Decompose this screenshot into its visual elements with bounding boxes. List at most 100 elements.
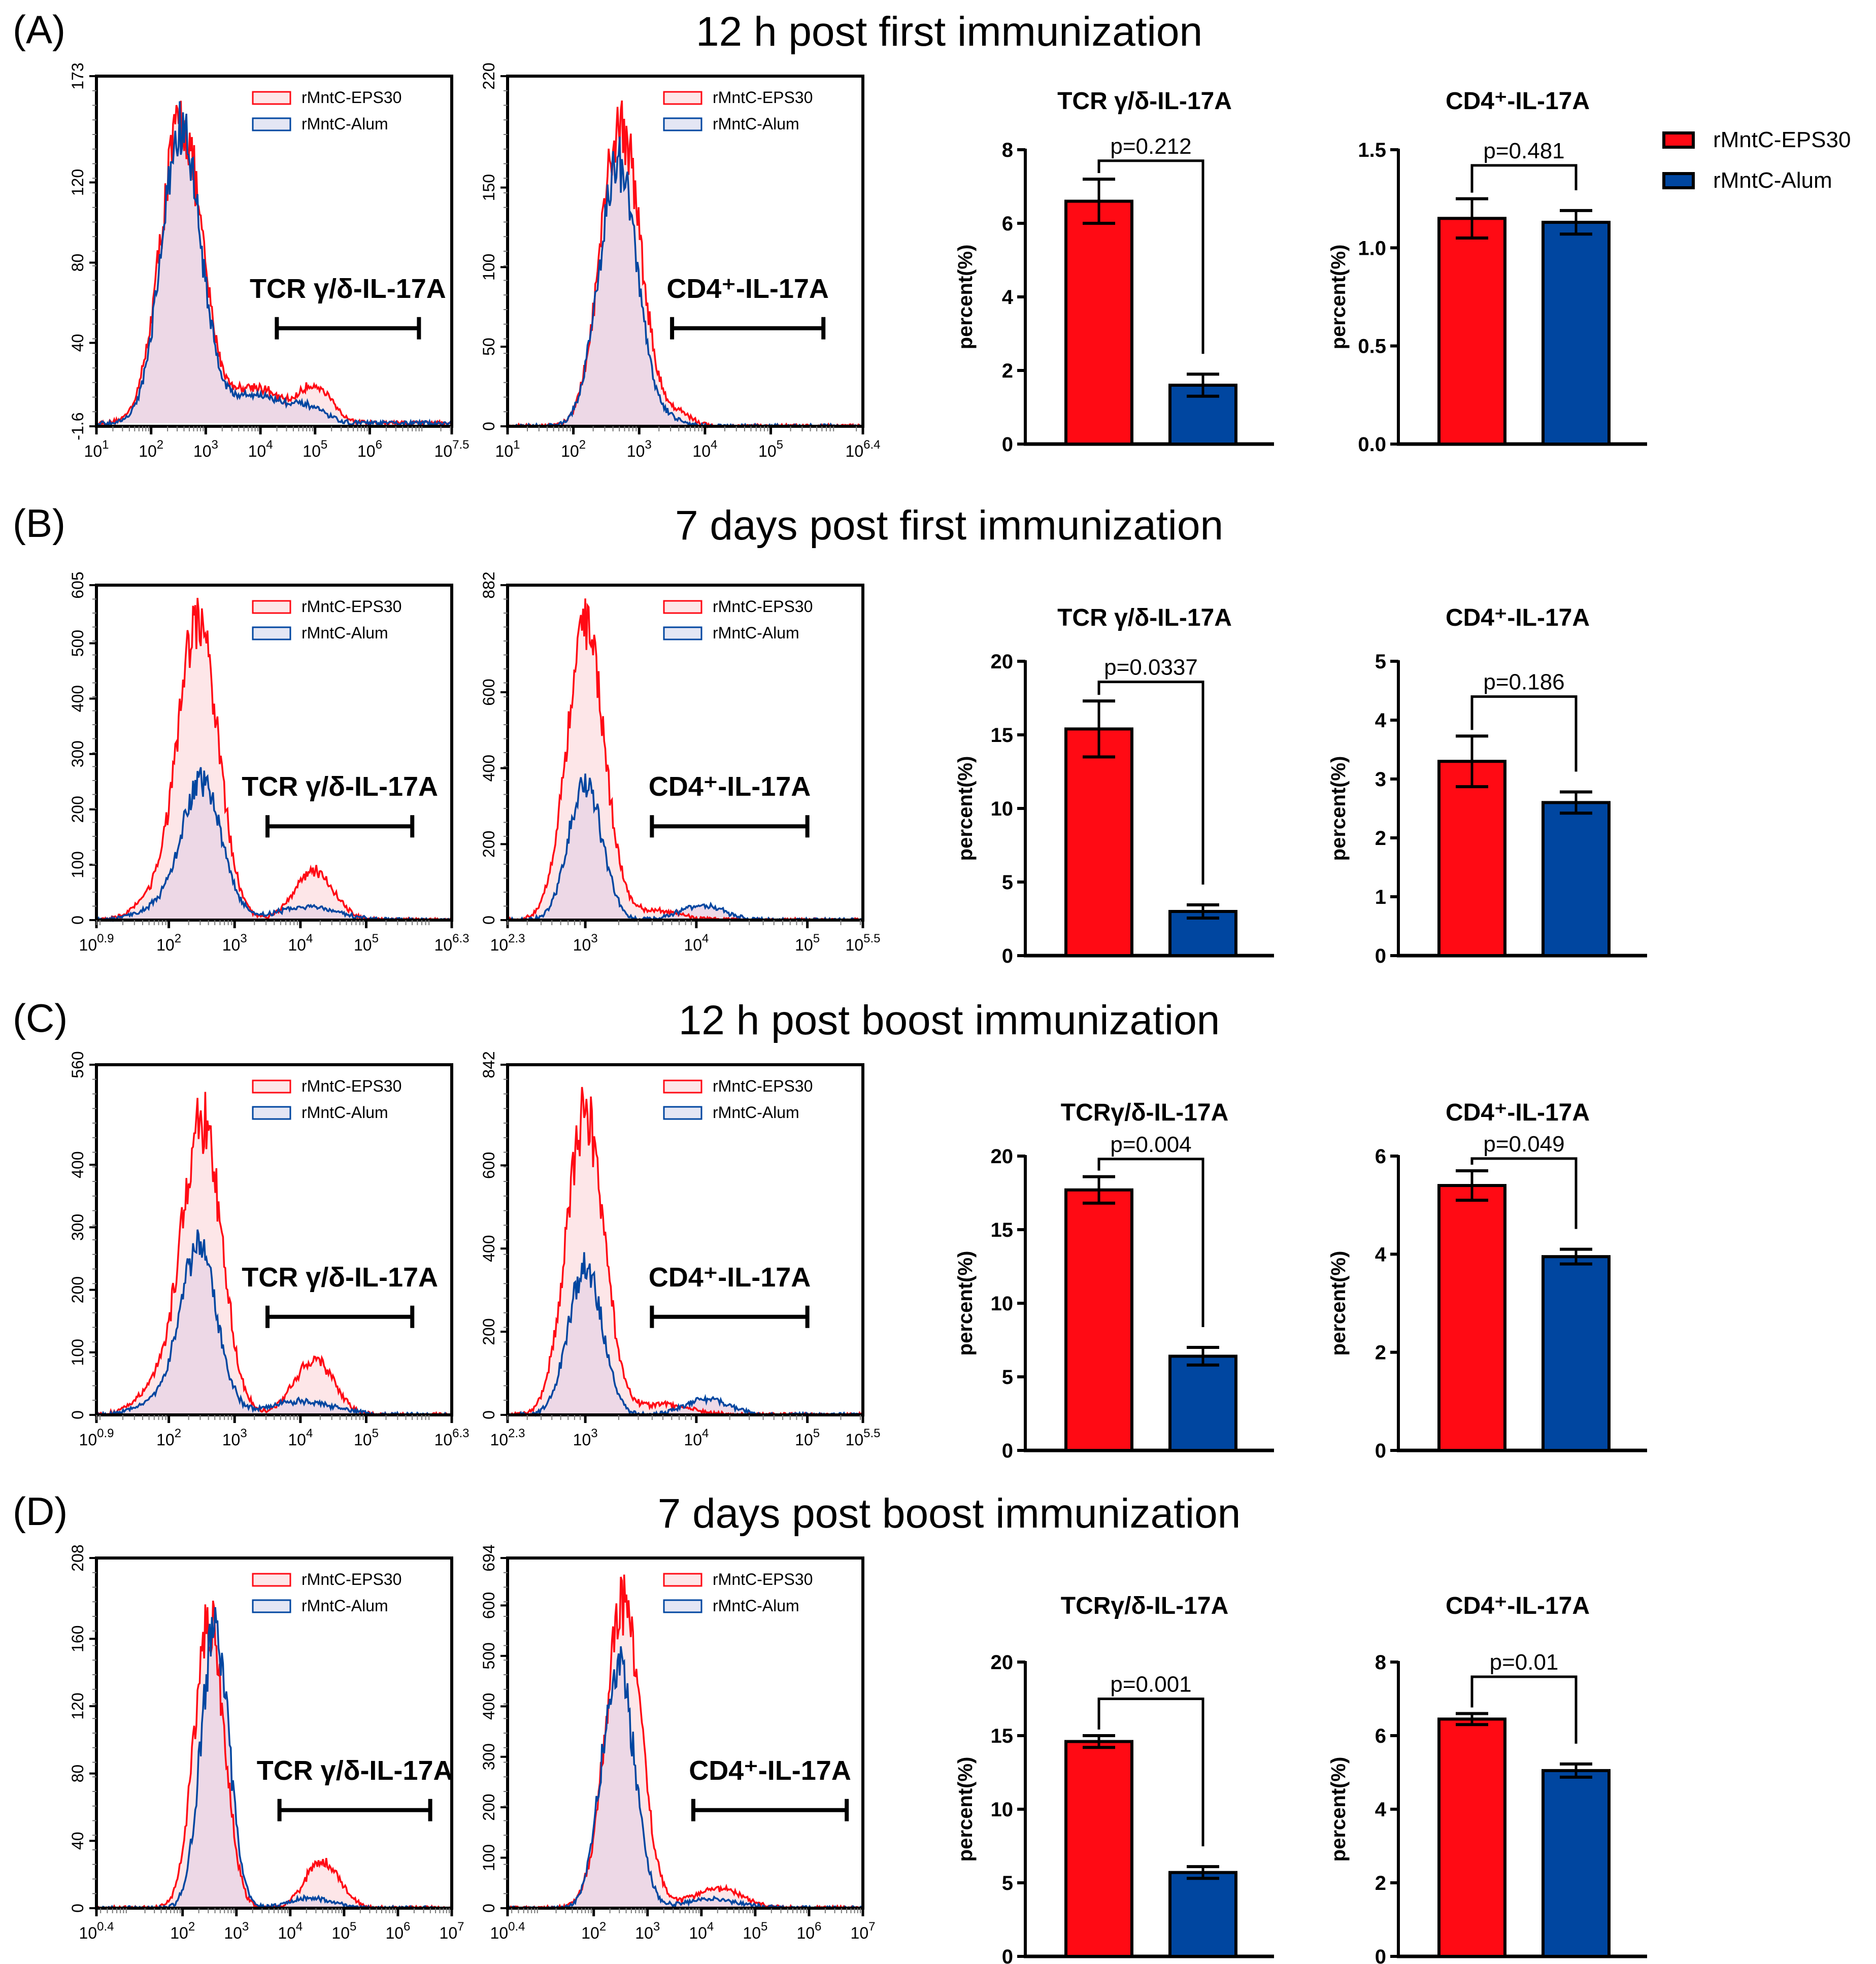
y-tick-label: 0.0	[1358, 433, 1386, 456]
x-tick-label: 102	[156, 1427, 181, 1449]
y-tick-label: 300	[480, 1743, 498, 1770]
p-value: p=0.01	[1490, 1650, 1559, 1675]
y-tick-label: 400	[480, 1693, 498, 1720]
gate-label: CD4⁺-IL-17A	[689, 1755, 851, 1786]
area-rmntc-alum	[508, 1252, 863, 1415]
histogram-cd4: 0 100 200 300 400 500 600 694 100.4 102 103 104 105 1…	[480, 1544, 875, 1942]
histogram-cd4: 0 50 100 150 220 101 102 103 104 105 106.4 rMntC-EP…	[480, 62, 880, 460]
line-rmntc-eps30	[96, 598, 453, 922]
y-tick-label: 882	[480, 571, 498, 598]
row-title: 7 days post boost immunization	[658, 1491, 1241, 1537]
y-tick-label: 200	[69, 1276, 87, 1303]
x-tick-label: 107	[440, 1920, 464, 1942]
x-tick-label: 105	[758, 438, 783, 460]
x-tick-label: 106	[357, 438, 382, 460]
y-tick-label: 8	[1375, 1651, 1386, 1674]
significance-bracket	[1097, 159, 1204, 354]
area-rmntc-alum	[508, 1646, 863, 1908]
significance-bracket	[1097, 681, 1204, 885]
y-tick-label: 400	[69, 1151, 87, 1178]
y-tick-label: 0	[480, 1410, 498, 1419]
legend-label: rMntC-EPS30	[713, 1077, 813, 1095]
p-value: p=0.481	[1483, 139, 1564, 163]
y-tick-label: 5	[1002, 1872, 1013, 1894]
y-tick-label: 4	[1375, 1243, 1387, 1266]
y-tick-label: 605	[69, 571, 87, 598]
p-value: p=0.186	[1483, 670, 1564, 695]
legend-label: rMntC-EPS30	[302, 597, 401, 616]
y-tick-label: 0	[480, 422, 498, 431]
y-tick-label: 1	[1375, 886, 1386, 908]
bar-chart-tcr: TCR γ/δ-IL-17A percent(%) 0 2 4 6 8 p=0.212	[954, 88, 1274, 456]
y-tick-label: 220	[480, 62, 498, 89]
gate-label: CD4⁺-IL-17A	[649, 1262, 811, 1293]
gate-label: TCR γ/δ-IL-17A	[250, 274, 446, 304]
row-title: 7 days post first immunization	[675, 502, 1223, 549]
bar-rmntc-eps30	[1064, 1740, 1133, 1958]
y-tick-label: 2	[1375, 827, 1386, 850]
x-tick-label: 102.3	[490, 1427, 525, 1449]
y-tick-label: 5	[1002, 871, 1013, 894]
y-tick-label: 200	[480, 831, 498, 858]
bar-rmntc-alum	[1542, 221, 1611, 446]
panel-label: (B)	[13, 501, 65, 546]
legend-swatch-rmntc-alum	[252, 1106, 291, 1120]
panel-d: (D) 7 days post boost immunization0408012…	[13, 1489, 1647, 1964]
legend: rMntC-EPS30 rMntC-Alum	[1662, 127, 1851, 193]
y-tick-label: 6	[1375, 1145, 1386, 1168]
y-tick-label: 5	[1002, 1366, 1013, 1389]
y-tick-label: 50	[480, 337, 498, 356]
area-rmntc-eps30	[96, 598, 452, 920]
y-tick-label: 6	[1375, 1725, 1386, 1747]
y-tick-label: 15	[991, 1219, 1014, 1241]
bar-rmntc-eps30	[1064, 199, 1133, 446]
y-tick-label: 40	[69, 1832, 87, 1850]
histogram-tcr: 0 100 200 300 400 560 100.9 102 103 104 105 106.3 rM…	[69, 1051, 469, 1449]
y-tick-label: 0	[1375, 1440, 1386, 1462]
panel-c: (C) 12 h post boost immunization010020030…	[13, 996, 1647, 1462]
legend-swatch-rmntc-eps30	[252, 91, 291, 105]
y-tick-label: 500	[480, 1642, 498, 1669]
y-tick-label: 2	[1375, 1872, 1386, 1894]
bar-chart-tcr: TCRγ/δ-IL-17A percent(%) 0 5 10 15 20 p=0.001	[954, 1593, 1274, 1964]
bar-title: CD4⁺-IL-17A	[1446, 1593, 1590, 1619]
bar-chart-tcr: TCR γ/δ-IL-17A percent(%) 0 5 10 15 20 p=0.0337	[954, 604, 1274, 967]
bar-rmntc-alum	[1168, 1871, 1237, 1958]
legend-swatch-rmntc-alum	[1662, 172, 1695, 189]
x-tick-label: 106.3	[434, 932, 470, 954]
y-tick-label: 5	[1375, 651, 1386, 673]
y-tick-label: 1.0	[1358, 237, 1386, 259]
bar-title: CD4⁺-IL-17A	[1446, 88, 1590, 115]
area-rmntc-alum	[508, 137, 863, 426]
y-tick-label: 4	[1002, 286, 1014, 309]
area-rmntc-alum	[96, 1229, 452, 1415]
legend-swatch-rmntc-alum	[663, 117, 702, 131]
significance-bracket	[1470, 1157, 1578, 1229]
y-tick-label: 100	[480, 254, 498, 281]
y-tick-label: 20	[991, 651, 1014, 673]
bar-chart-cd4: CD4⁺-IL-17A percent(%) 0 1 2 3 4 5 p=0.186	[1327, 604, 1647, 967]
gate-label: TCR γ/δ-IL-17A	[242, 1262, 438, 1293]
p-value: p=0.212	[1110, 134, 1191, 159]
x-tick-label: 106	[385, 1920, 410, 1942]
x-tick-label: 105.5	[846, 1427, 881, 1449]
x-tick-label: 107.5	[434, 438, 470, 460]
x-tick-label: 102	[156, 932, 181, 954]
y-tick-label: 100	[480, 1844, 498, 1871]
y-tick-label: 2	[1002, 360, 1013, 382]
y-tick-label: 0	[1375, 1946, 1386, 1964]
y-tick-label: 100	[69, 851, 87, 878]
panel-label: (D)	[13, 1489, 68, 1534]
y-axis-label: percent(%)	[1327, 1757, 1350, 1862]
x-tick-label: 103	[635, 1920, 660, 1942]
bar-rmntc-alum	[1168, 1355, 1237, 1452]
y-tick-label: 400	[69, 685, 87, 712]
y-axis-label: percent(%)	[1327, 1251, 1350, 1356]
line-rmntc-eps30	[95, 1600, 452, 1910]
y-tick-label: 300	[69, 1214, 87, 1241]
bar-rmntc-alum	[1168, 910, 1237, 957]
row-title: 12 h post first immunization	[696, 9, 1202, 55]
legend-swatch-rmntc-alum	[252, 626, 291, 640]
panel-label: (C)	[13, 996, 68, 1040]
panel-label: (A)	[13, 7, 65, 52]
